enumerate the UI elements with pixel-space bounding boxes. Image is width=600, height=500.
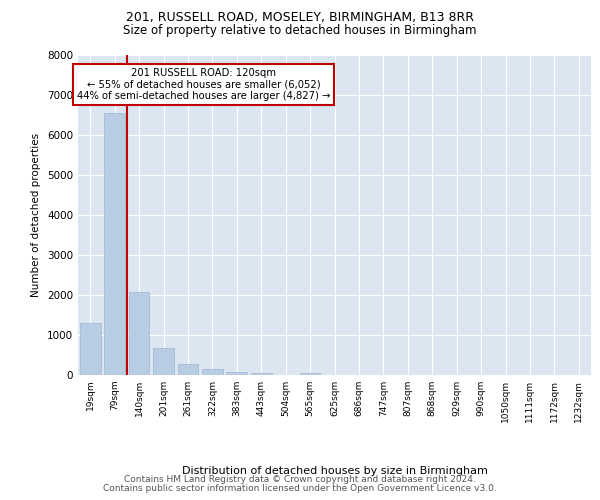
Text: 201, RUSSELL ROAD, MOSELEY, BIRMINGHAM, B13 8RR: 201, RUSSELL ROAD, MOSELEY, BIRMINGHAM, … — [126, 12, 474, 24]
Text: Size of property relative to detached houses in Birmingham: Size of property relative to detached ho… — [123, 24, 477, 37]
Bar — [178, 364, 199, 375]
Text: Contains public sector information licensed under the Open Government Licence v3: Contains public sector information licen… — [103, 484, 497, 493]
Text: Contains HM Land Registry data © Crown copyright and database right 2024.: Contains HM Land Registry data © Crown c… — [124, 474, 476, 484]
Text: 201 RUSSELL ROAD: 120sqm
← 55% of detached houses are smaller (6,052)
44% of sem: 201 RUSSELL ROAD: 120sqm ← 55% of detach… — [77, 68, 331, 101]
Bar — [202, 370, 223, 375]
X-axis label: Distribution of detached houses by size in Birmingham: Distribution of detached houses by size … — [182, 466, 487, 476]
Bar — [299, 372, 320, 375]
Bar — [104, 113, 125, 375]
Bar — [251, 373, 272, 375]
Bar — [80, 323, 101, 375]
Bar — [153, 348, 174, 375]
Bar — [226, 372, 247, 375]
Bar — [128, 292, 149, 375]
Y-axis label: Number of detached properties: Number of detached properties — [31, 133, 41, 297]
